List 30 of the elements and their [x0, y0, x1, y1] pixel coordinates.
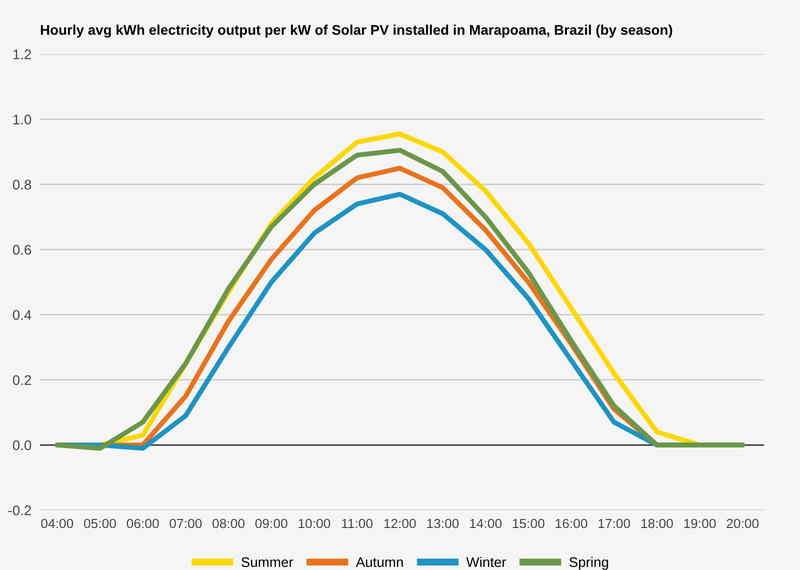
- x-tick-label: 19:00: [684, 518, 716, 528]
- legend-label: Winter: [466, 556, 506, 568]
- x-tick-label: 16:00: [556, 518, 588, 528]
- x-tick-label: 09:00: [255, 518, 288, 528]
- x-tick-label: 08:00: [212, 518, 244, 528]
- chart-title: Hourly avg kWh electricity output per kW of Solar PV installed in Marapoama, Brazil (by season): [40, 24, 672, 38]
- x-tick-label: 07:00: [170, 518, 202, 528]
- y-tick-label: 1.2: [13, 49, 31, 60]
- legend-label: Spring: [569, 556, 608, 570]
- x-tick-label: 05:00: [84, 518, 116, 528]
- x-tick-label: 17:00: [598, 518, 630, 528]
- x-tick-label: 11:00: [342, 518, 373, 528]
- y-tick-label: 0.2: [12, 375, 31, 386]
- y-tick-label: 0.6: [12, 244, 32, 255]
- x-tick-label: 10:00: [298, 518, 330, 528]
- y-tick-label: 1.0: [13, 114, 32, 124]
- x-tick-label: 12:00: [384, 518, 416, 528]
- y-tick-label: 0.8: [12, 180, 32, 190]
- x-tick-label: 14:00: [470, 518, 502, 528]
- legend-label: Summer: [241, 557, 294, 568]
- x-tick-label: 13:00: [427, 518, 459, 528]
- x-tick-label: 15:00: [512, 518, 544, 528]
- y-tick-label: -0.2: [8, 505, 31, 516]
- x-tick-label: 20:00: [726, 518, 759, 528]
- x-tick-label: 18:00: [641, 518, 673, 528]
- y-tick-label: 0.0: [12, 440, 32, 450]
- y-tick-label: 0.4: [12, 310, 32, 320]
- x-tick-label: 06:00: [126, 518, 159, 528]
- legend-label: Autumn: [356, 557, 403, 568]
- x-tick-label: 04:00: [41, 518, 74, 528]
